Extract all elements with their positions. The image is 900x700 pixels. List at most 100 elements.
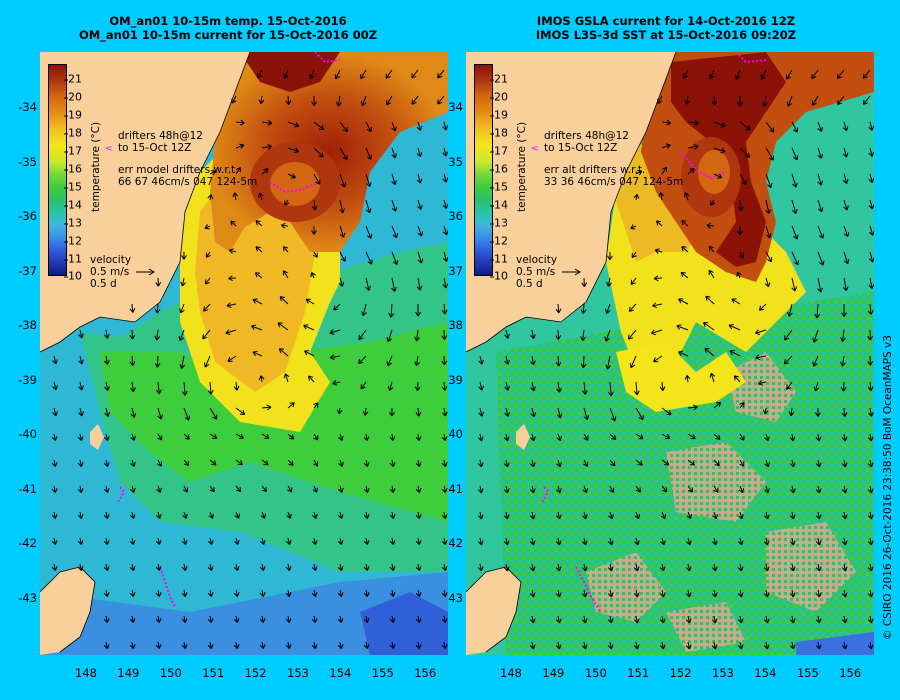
current-vector-arrow [104, 407, 111, 417]
current-vector-arrow [755, 329, 767, 335]
current-vector-arrow [817, 277, 823, 293]
current-vector-arrow [817, 225, 825, 239]
current-vector-arrow [388, 303, 395, 318]
current-vector-arrow [207, 615, 214, 623]
current-vector-arrow [363, 589, 370, 597]
current-vector-arrow [285, 641, 292, 649]
current-vector-arrow [154, 303, 161, 314]
current-vector-arrow [278, 348, 289, 357]
current-vector-arrow [477, 485, 484, 494]
current-vector-arrow [555, 303, 562, 314]
cb-tick: 20 [490, 90, 508, 104]
current-vector-arrow [154, 355, 161, 368]
current-vector-arrow [442, 251, 448, 262]
current-vector-arrow [555, 589, 562, 598]
current-vector-arrow [415, 589, 422, 597]
cb-tick: 13 [64, 216, 82, 230]
current-vector-arrow [609, 407, 617, 422]
latitude-tick-label: -40 [444, 427, 463, 441]
current-vector-arrow [441, 407, 448, 417]
current-vector-arrow [867, 381, 874, 392]
current-vector-arrow [103, 459, 110, 467]
current-vector-arrow [477, 511, 484, 520]
current-vector-arrow [259, 589, 266, 597]
current-vector-arrow [789, 459, 796, 468]
current-vector-arrow [867, 615, 874, 624]
current-vector-arrow [734, 69, 741, 80]
latitude-tick-label: -37 [18, 263, 37, 278]
current-vector-arrow [653, 275, 663, 282]
velocity-title: velocity [516, 254, 558, 266]
current-vector-arrow [441, 459, 448, 467]
current-vector-arrow [415, 303, 422, 317]
current-vector-arrow [51, 433, 58, 441]
latitude-tick-label: -43 [18, 590, 37, 605]
cb-tick: 11 [490, 252, 508, 266]
current-vector-arrow [503, 537, 510, 546]
current-vector-arrow [312, 251, 318, 258]
current-vector-arrow [817, 121, 823, 132]
current-vector-arrow [789, 511, 796, 520]
current-vector-arrow [789, 433, 796, 442]
current-vector-arrow [313, 173, 321, 185]
longitude-tick-label: 154 [329, 666, 352, 680]
cb-tick: 10 [490, 269, 508, 283]
left-longitude-axis: 148 149 150 151 152 153 154 155 156 [0, 666, 450, 686]
current-vector-arrow [784, 329, 793, 341]
cb-tick: 21 [64, 72, 82, 86]
current-vector-arrow [683, 192, 690, 201]
current-vector-arrow [758, 303, 767, 311]
current-vector-arrow [789, 641, 796, 650]
current-vector-arrow [817, 251, 825, 266]
current-vector-arrow [757, 380, 767, 386]
right-map-panel[interactable]: 21 20 19 18 17 16 15 14 13 12 11 10 temp… [466, 52, 874, 655]
current-vector-arrow [259, 615, 266, 623]
current-vector-arrow [791, 199, 798, 214]
current-vector-arrow [634, 537, 640, 546]
current-vector-arrow [155, 381, 162, 395]
current-vector-arrow [415, 459, 422, 467]
current-vector-arrow [739, 147, 751, 158]
current-vector-arrow [156, 485, 162, 493]
current-vector-arrow [763, 537, 770, 546]
current-vector-arrow [765, 225, 772, 239]
left-map-panel[interactable]: 21 20 19 18 17 16 15 14 13 12 11 10 temp… [40, 52, 448, 655]
current-vector-arrow [686, 537, 692, 546]
current-vector-arrow [183, 407, 191, 421]
note-line: 66 67 46cm/s 047 124-5m [118, 176, 258, 188]
current-vector-arrow [713, 485, 719, 493]
current-vector-arrow [868, 225, 874, 236]
current-vector-arrow [661, 119, 672, 126]
current-vector-arrow [763, 641, 770, 650]
current-vector-arrow [285, 563, 292, 571]
current-vector-arrow [867, 433, 874, 442]
current-vector-arrow [764, 277, 771, 288]
current-vector-arrow [261, 144, 273, 150]
current-vector-arrow [363, 511, 370, 519]
current-vector-arrow [687, 485, 694, 493]
current-vector-arrow [867, 511, 874, 520]
current-vector-arrow [633, 193, 640, 201]
note-line: to 15-Oct 12Z [118, 142, 192, 154]
current-vector-arrow [78, 381, 84, 391]
left-title-line-2: OM_an01 10-15m current for 15-Oct-2016 0… [78, 28, 378, 42]
current-vector-arrow [415, 407, 422, 417]
current-vector-arrow [181, 641, 188, 649]
longitude-tick-label: 152 [244, 666, 267, 680]
current-vector-arrow [303, 324, 315, 331]
current-vector-arrow [477, 537, 484, 546]
current-vector-arrow [52, 407, 58, 417]
current-vector-arrow [478, 381, 484, 391]
current-vector-arrow [659, 589, 666, 598]
current-vector-arrow [653, 355, 663, 363]
current-vector-arrow [867, 459, 874, 468]
current-vector-arrow [415, 641, 422, 649]
current-vector-arrow [555, 537, 562, 546]
current-vector-arrow [77, 433, 84, 441]
left-latitude-axis: -34 -35 -36 -37 -38 -39 -40 -41 -42 -43 [0, 0, 37, 700]
current-vector-arrow [711, 641, 718, 650]
current-vector-arrow [635, 459, 643, 466]
current-vector-arrow [708, 269, 715, 279]
current-vector-arrow [843, 199, 849, 211]
current-vector-arrow [180, 277, 187, 287]
